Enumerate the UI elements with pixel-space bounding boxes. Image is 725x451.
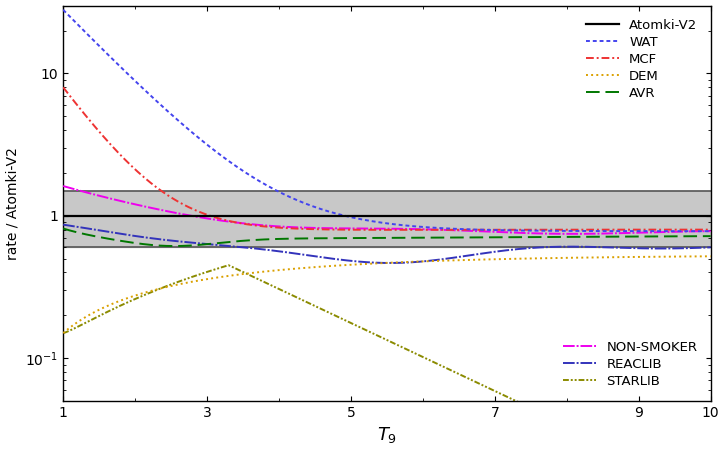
NON-SMOKER: [59, 183, 67, 189]
NON-SMOKER: [440, 227, 449, 233]
Line: REACLIB: REACLIB: [63, 225, 711, 263]
AVR: [353, 235, 362, 241]
DEM: [491, 257, 500, 262]
STARLIB: [547, 415, 556, 421]
REACLIB: [547, 244, 556, 249]
MCF: [352, 227, 360, 232]
Atomki-V2: [547, 213, 555, 219]
AVR: [175, 243, 183, 249]
WAT: [440, 226, 449, 231]
DEM: [547, 255, 555, 261]
STARLIB: [353, 323, 362, 329]
Line: STARLIB: STARLIB: [63, 265, 711, 451]
DEM: [440, 258, 449, 263]
WAT: [706, 229, 715, 234]
STARLIB: [226, 263, 235, 269]
Legend: NON-SMOKER, REACLIB, STARLIB: NON-SMOKER, REACLIB, STARLIB: [556, 334, 704, 395]
MCF: [492, 227, 501, 232]
Line: MCF: MCF: [63, 87, 711, 230]
WAT: [173, 117, 182, 123]
Line: AVR: AVR: [63, 229, 711, 246]
Atomki-V2: [491, 213, 500, 219]
REACLIB: [352, 258, 360, 264]
NON-SMOKER: [547, 231, 555, 236]
STARLIB: [224, 262, 233, 268]
WAT: [59, 7, 67, 13]
AVR: [59, 226, 67, 231]
Line: NON-SMOKER: NON-SMOKER: [63, 186, 711, 234]
MCF: [392, 227, 400, 233]
Atomki-V2: [225, 213, 234, 219]
Atomki-V2: [706, 213, 715, 219]
NON-SMOKER: [491, 229, 500, 235]
AVR: [442, 235, 450, 240]
REACLIB: [492, 249, 501, 254]
STARLIB: [59, 331, 67, 336]
AVR: [547, 234, 556, 239]
MCF: [547, 227, 556, 232]
MCF: [173, 199, 182, 204]
Line: DEM: DEM: [63, 256, 711, 333]
STARLIB: [492, 389, 501, 395]
AVR: [492, 235, 501, 240]
NON-SMOKER: [569, 231, 578, 237]
Atomki-V2: [173, 213, 182, 219]
Atomki-V2: [440, 213, 449, 219]
AVR: [170, 244, 179, 249]
Line: WAT: WAT: [63, 10, 711, 231]
NON-SMOKER: [706, 229, 715, 234]
MCF: [706, 227, 715, 232]
DEM: [173, 282, 182, 287]
WAT: [352, 216, 360, 221]
MCF: [225, 218, 234, 224]
DEM: [225, 273, 234, 278]
Atomki-V2: [59, 213, 67, 219]
MCF: [442, 227, 450, 233]
MCF: [59, 85, 67, 90]
WAT: [225, 159, 234, 165]
REACLIB: [706, 244, 715, 250]
STARLIB: [442, 365, 450, 371]
WAT: [547, 228, 555, 234]
NON-SMOKER: [352, 226, 360, 231]
REACLIB: [385, 260, 394, 266]
DEM: [706, 253, 715, 259]
REACLIB: [225, 243, 234, 249]
REACLIB: [173, 239, 182, 244]
X-axis label: $T_9$: $T_9$: [377, 425, 397, 446]
AVR: [706, 234, 715, 239]
DEM: [352, 262, 360, 267]
NON-SMOKER: [225, 219, 234, 225]
REACLIB: [442, 256, 450, 262]
WAT: [491, 227, 500, 233]
Atomki-V2: [352, 213, 360, 219]
DEM: [59, 331, 67, 336]
STARLIB: [173, 279, 182, 285]
Y-axis label: rate / Atomki-V2: rate / Atomki-V2: [6, 147, 20, 260]
Bar: [63, 191, 711, 248]
NON-SMOKER: [173, 211, 182, 216]
AVR: [226, 239, 235, 244]
REACLIB: [59, 222, 67, 227]
